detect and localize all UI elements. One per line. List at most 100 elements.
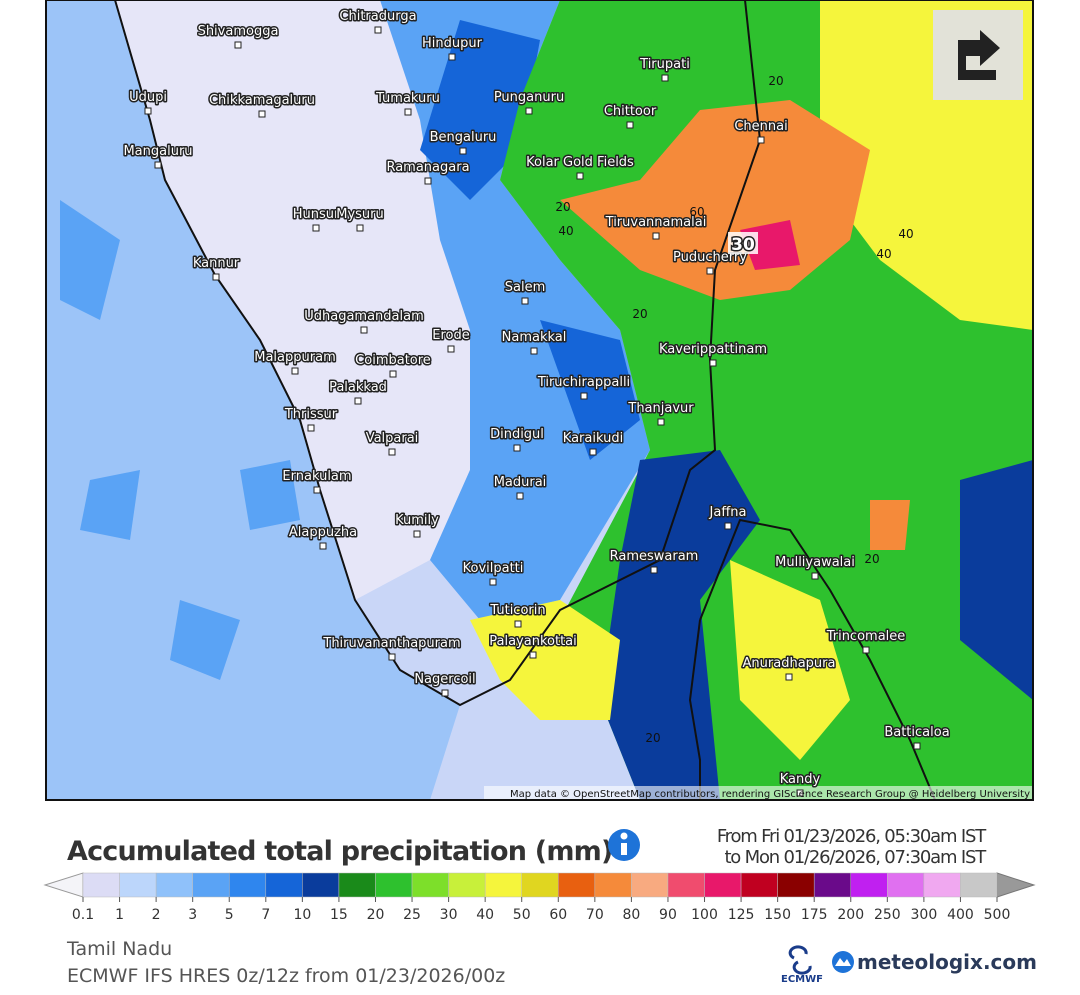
city-label: Ramanagara xyxy=(386,160,469,175)
city-label: Thanjavur xyxy=(627,401,694,416)
city-label: Chitradurga xyxy=(339,9,416,24)
map-frame xyxy=(45,0,1034,801)
city-label: Alappuzha xyxy=(289,525,357,540)
legend-swatch xyxy=(813,872,852,898)
legend-tick-label: 60 xyxy=(549,907,567,923)
city-label: Mysuru xyxy=(336,207,384,222)
legend-tick-label: 200 xyxy=(837,907,864,923)
city-marker xyxy=(530,347,538,355)
city-label: Trincomalee xyxy=(826,629,906,644)
city-label: Anuradhapura xyxy=(743,656,836,671)
city-marker xyxy=(312,224,320,232)
city-label: Coimbatore xyxy=(355,353,431,368)
city-marker xyxy=(258,110,266,118)
legend-arrow-low xyxy=(43,872,84,898)
peak-label: 30 xyxy=(731,235,755,255)
city-label: Valparai xyxy=(366,431,419,446)
city-label: Batticaloa xyxy=(884,725,949,740)
contour-label: 40 xyxy=(898,227,913,241)
legend-swatch xyxy=(484,872,522,898)
legend-tick-label: 400 xyxy=(947,907,974,923)
legend-tick-label: 500 xyxy=(984,907,1011,923)
city-label: Palayankottai xyxy=(489,634,577,649)
city-marker xyxy=(212,273,220,281)
city-label: Chennai xyxy=(734,119,787,134)
legend-tick-label: 250 xyxy=(874,907,901,923)
city-marker xyxy=(757,136,765,144)
city-marker xyxy=(514,620,522,628)
ecmwf-logo: ECMWF xyxy=(781,974,823,985)
city-marker xyxy=(811,572,819,580)
legend-tick-label: 90 xyxy=(659,907,677,923)
city-label: Mulliyawalai xyxy=(775,555,855,570)
city-marker xyxy=(626,121,634,129)
share-icon xyxy=(958,30,1000,80)
legend-swatch xyxy=(594,872,632,898)
city-marker xyxy=(657,418,665,426)
city-marker xyxy=(913,742,921,750)
city-marker xyxy=(356,224,364,232)
city-marker xyxy=(724,522,732,530)
city-label: Tiruchirappalli xyxy=(537,375,630,390)
city-label: Chikkamagaluru xyxy=(209,93,315,108)
legend-tick-label: 150 xyxy=(764,907,791,923)
city-label: Punganuru xyxy=(494,90,564,105)
legend-tick-label: 15 xyxy=(330,907,348,923)
legend-tick-label: 80 xyxy=(622,907,640,923)
city-marker xyxy=(709,359,717,367)
attribution: Map data © OpenStreetMap contributors, r… xyxy=(510,789,1030,800)
legend-swatch xyxy=(521,872,559,898)
city-marker xyxy=(785,673,793,681)
city-label: Tiruvannamalai xyxy=(605,215,707,230)
legend-tick-label: 40 xyxy=(476,907,494,923)
legend-swatch xyxy=(740,872,778,898)
legend-swatch xyxy=(155,872,193,898)
city-label: Bengaluru xyxy=(430,130,497,145)
city-label: Karaikudi xyxy=(563,431,623,446)
city-marker xyxy=(354,397,362,405)
legend-tick-label: 70 xyxy=(586,907,604,923)
period-to: to Mon 01/26/2026, 07:30am IST xyxy=(724,847,987,868)
city-marker xyxy=(521,297,529,305)
city-marker xyxy=(424,177,432,185)
legend-tick-label: 20 xyxy=(367,907,385,923)
city-marker xyxy=(313,486,321,494)
city-marker xyxy=(661,74,669,82)
legend-tick-label: 100 xyxy=(691,907,718,923)
contour-label: 60 xyxy=(689,205,704,219)
legend-tick-label: 175 xyxy=(801,907,828,923)
city-marker xyxy=(447,345,455,353)
legend-swatch xyxy=(887,872,925,898)
period-from: From Fri 01/23/2026, 05:30am IST xyxy=(717,826,987,847)
city-marker xyxy=(459,147,467,155)
city-label: Udupi xyxy=(129,90,167,105)
meteologix-logo: meteologix.com xyxy=(857,950,1037,974)
legend-swatch xyxy=(265,872,303,898)
city-label: Hindupur xyxy=(422,36,483,51)
legend-swatch xyxy=(82,872,120,898)
legend-swatch xyxy=(704,872,742,898)
city-label: Dindigul xyxy=(490,427,544,442)
contour-label: 40 xyxy=(876,247,891,261)
city-label: Nagercoil xyxy=(414,672,475,687)
city-marker xyxy=(589,448,597,456)
city-marker xyxy=(448,53,456,61)
city-marker xyxy=(388,653,396,661)
legend-tick-label: 2 xyxy=(152,907,161,923)
city-label: Kovilpatti xyxy=(463,561,524,576)
city-marker xyxy=(144,107,152,115)
city-label: Palakkad xyxy=(329,380,387,395)
contour-label: 20 xyxy=(645,731,660,745)
contour-label: 20 xyxy=(555,200,570,214)
city-label: Kolar Gold Fields xyxy=(526,155,634,170)
city-marker xyxy=(576,172,584,180)
city-marker xyxy=(580,392,588,400)
city-marker xyxy=(706,267,714,275)
contour-label: 40 xyxy=(558,224,573,238)
legend-swatch xyxy=(302,872,340,898)
legend-arrow-high xyxy=(996,872,1036,898)
city-label: Salem xyxy=(505,280,546,295)
city-marker xyxy=(525,107,533,115)
city-marker xyxy=(360,326,368,334)
city-marker xyxy=(404,108,412,116)
